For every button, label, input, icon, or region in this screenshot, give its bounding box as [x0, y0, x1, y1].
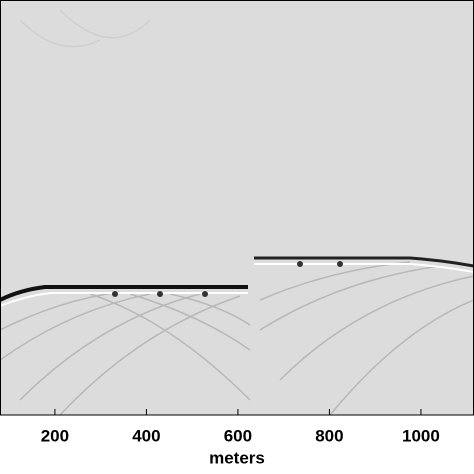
- x-tick-label: 400: [132, 426, 160, 445]
- diffraction-right: [259, 261, 474, 416]
- point: [202, 291, 208, 297]
- reflector-left-side: [0, 292, 248, 307]
- diffraction-points: [112, 261, 343, 297]
- point: [337, 261, 343, 267]
- point: [157, 291, 163, 297]
- point: [297, 261, 303, 267]
- x-tick-label: 800: [315, 426, 343, 445]
- plot-area: [0, 0, 474, 415]
- seismic-image: [0, 9, 474, 416]
- x-tick-label: 600: [224, 426, 252, 445]
- x-tick-label: 200: [41, 426, 69, 445]
- diffractions: [0, 9, 474, 416]
- x-axis-label: meters: [209, 448, 265, 467]
- diffraction-mid: [89, 293, 251, 401]
- x-tick-label: 1000: [402, 426, 440, 445]
- reflector-right-side: [254, 263, 474, 273]
- diffraction-left: [0, 291, 241, 416]
- reflector-left: [0, 285, 248, 302]
- point: [112, 291, 118, 297]
- reflector-right: [254, 256, 474, 268]
- faint-noise: [19, 9, 151, 48]
